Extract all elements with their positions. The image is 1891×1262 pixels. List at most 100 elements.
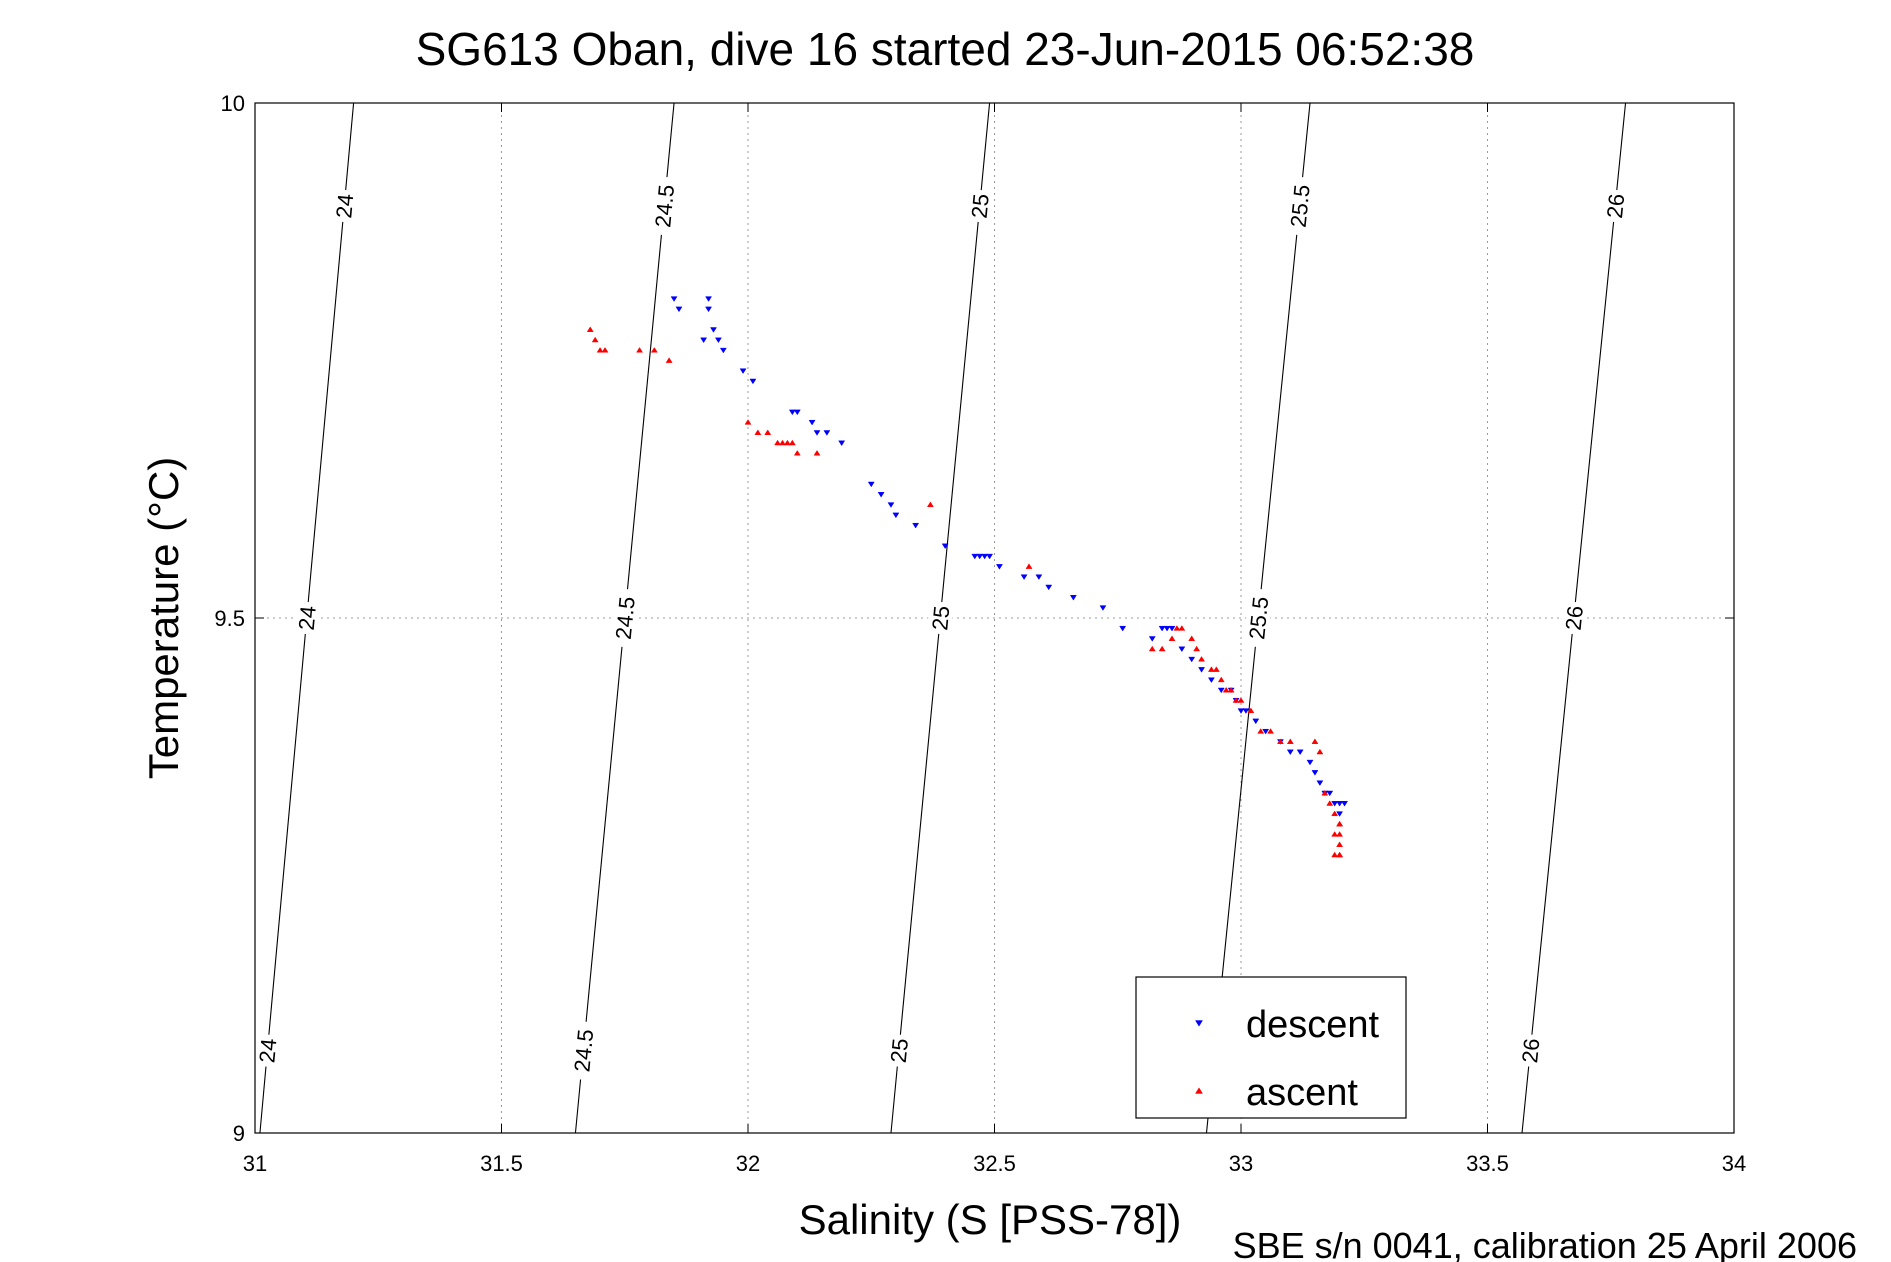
descent-point (1163, 625, 1171, 632)
descent-point (1158, 625, 1166, 632)
ascent-point (601, 347, 609, 353)
ascent-point (1336, 841, 1344, 847)
descent-point (1326, 790, 1334, 797)
ascent-point (1321, 789, 1329, 796)
isopycnal-label-text: 25.5 (1286, 183, 1315, 228)
ascent-point (596, 347, 604, 353)
ascent-point (1286, 738, 1294, 744)
ascent-point (1025, 563, 1033, 569)
chart-title: SG613 Oban, dive 16 started 23-Jun-2015 … (416, 23, 1475, 75)
ascent-point (1212, 666, 1220, 672)
descent-point (813, 430, 821, 436)
legend-label-descent: descent (1246, 1004, 1380, 1046)
descent-point (749, 378, 757, 385)
ascent-point (1222, 686, 1230, 693)
descent-point (670, 296, 678, 302)
ascent-point (813, 450, 821, 456)
ascent-point (1173, 625, 1181, 631)
isopycnal-label-text: 24.5 (650, 184, 679, 229)
ascent-point (586, 326, 594, 332)
descent-point (1286, 749, 1294, 756)
descent-point (1188, 656, 1196, 663)
isopycnal-label: 26 (1516, 1033, 1544, 1068)
descent-point (1119, 625, 1127, 632)
isopycnal-label-bg (568, 1020, 599, 1081)
descent-point (1316, 780, 1324, 786)
isopycnal-label-text: 24.5 (611, 596, 640, 641)
ascent-point (764, 429, 772, 435)
legend: descent ascent (1135, 976, 1407, 1119)
ascent-point (1331, 810, 1339, 817)
ascent-point (1316, 748, 1324, 755)
descent-point (823, 430, 831, 436)
descent-point (739, 368, 747, 374)
isopycnal-label-bg (1284, 175, 1315, 237)
ascent-point (779, 439, 786, 446)
ascent-point (591, 336, 599, 343)
axis-ticks: 31 31.5 32 32.5 33 33.5 34 9 9.5 10 (214, 91, 1746, 1176)
ascent-point (1336, 851, 1344, 858)
isopycnal-label-text: 25 (927, 605, 954, 632)
descent-point (1020, 574, 1028, 580)
legend-label-ascent: ascent (1246, 1072, 1358, 1114)
descent-point (1217, 687, 1225, 694)
descent-point (705, 306, 713, 313)
isopycnal-label: 24.5 (649, 175, 679, 237)
descent-point (1099, 605, 1107, 611)
ascent-point (793, 450, 801, 456)
descent-point (1262, 728, 1270, 735)
ascent-point (783, 439, 791, 446)
descent-point (1207, 677, 1215, 683)
isopycnal-label: 26 (1560, 600, 1588, 636)
ascent-point (1168, 635, 1176, 641)
descent-point (892, 512, 900, 519)
ascent-point (1326, 800, 1334, 806)
descent-point (971, 553, 979, 560)
isopycnal-label: 24 (293, 600, 321, 636)
descent-point (1296, 749, 1304, 756)
legend-marker-ascent (1195, 1087, 1203, 1094)
ascent-point (1331, 831, 1339, 837)
isopycnal-label-text: 24 (254, 1037, 281, 1064)
descent-point (710, 327, 717, 333)
y-axis-label: Temperature (°C) (140, 457, 187, 780)
isopycnal-label: 25 (966, 188, 994, 224)
ascent-point (1217, 676, 1225, 683)
ascent-point (754, 429, 762, 435)
ascent-point (1331, 851, 1339, 858)
ascent-point (1158, 645, 1166, 652)
isopycnal-label-bg (293, 600, 321, 636)
isopycnal-label-bg (330, 188, 358, 224)
descent-point (1168, 625, 1176, 632)
descent-point (1336, 801, 1344, 807)
isopycnal-label-bg (1601, 188, 1629, 224)
descent-point (867, 481, 875, 488)
isopycnal-label-text: 26 (1602, 193, 1629, 220)
isopycnal-label-text: 24 (331, 193, 358, 220)
x-tick-label: 32.5 (973, 1151, 1016, 1176)
descent-point (1045, 584, 1053, 591)
isopycnal-label-text: 26 (1517, 1037, 1544, 1064)
isopycnal-label: 24.5 (610, 587, 640, 649)
ascent-point (1276, 738, 1284, 744)
descent-point (675, 306, 683, 313)
ascent-point (1207, 666, 1215, 672)
ascent-point (1188, 635, 1196, 641)
series-ascent (586, 326, 1344, 858)
ascent-point (774, 439, 782, 446)
isopycnal-label-text: 24.5 (569, 1028, 598, 1073)
x-tick-label: 33.5 (1466, 1151, 1509, 1176)
ascent-point (1336, 820, 1344, 827)
isopycnal-label: 24 (330, 188, 358, 224)
ascent-point (1193, 645, 1201, 652)
isopycnal-label-text: 24 (294, 605, 321, 632)
ascent-point (1227, 686, 1235, 693)
descent-point (700, 337, 708, 344)
descent-point (1252, 718, 1260, 725)
grid (255, 103, 1734, 1133)
isopycnal-label-text: 26 (1561, 605, 1588, 632)
isopycnal-label: 25.5 (1284, 175, 1315, 237)
descent-point (808, 419, 816, 426)
descent-point (1237, 708, 1245, 714)
